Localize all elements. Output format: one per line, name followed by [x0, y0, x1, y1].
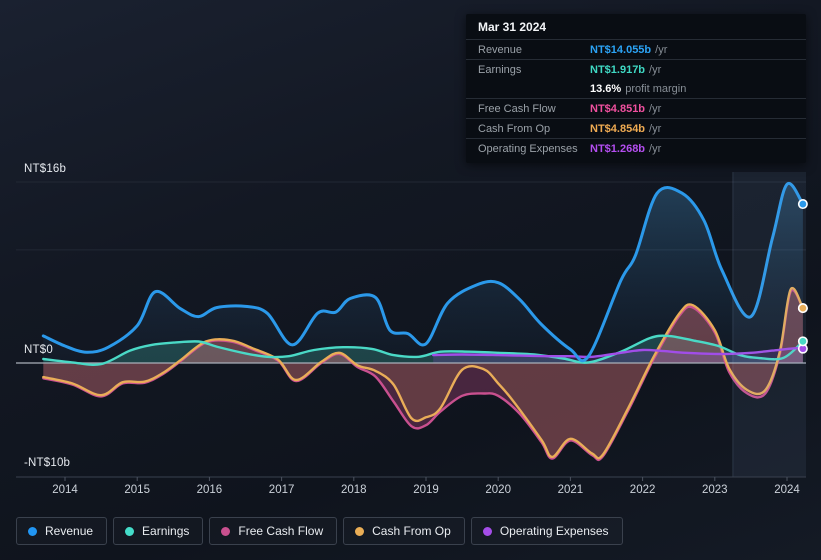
- tooltip-suffix: /yr: [655, 43, 668, 56]
- tooltip-row-earnings: Earnings NT$1.917b /yr: [466, 59, 806, 79]
- tooltip-suffix: /yr: [649, 122, 662, 135]
- tooltip-value: NT$1.917b: [590, 63, 646, 76]
- y-axis-label-min: -NT$10b: [24, 457, 71, 470]
- x-tick-label: 2020: [485, 484, 511, 496]
- legend-item-earnings[interactable]: Earnings: [113, 517, 204, 545]
- tooltip-date: Mar 31 2024: [478, 20, 547, 34]
- tooltip-value: NT$4.854b: [590, 122, 646, 135]
- tooltip-row-profit-margin: 13.6% profit margin: [466, 79, 806, 98]
- x-tick-label: 2019: [413, 484, 439, 496]
- free-cash-flow-dot-icon: [221, 526, 231, 536]
- tooltip-row-revenue: Revenue NT$14.055b /yr: [466, 39, 806, 59]
- tooltip-value: NT$1.268b: [590, 142, 646, 155]
- legend-item-free-cash-flow[interactable]: Free Cash Flow: [209, 517, 338, 545]
- tooltip-label: Cash From Op: [478, 122, 551, 135]
- tooltip-value: 13.6%: [590, 82, 622, 95]
- legend-item-operating-expenses[interactable]: Operating Expenses: [470, 517, 623, 545]
- tooltip: Mar 31 2024 Revenue NT$14.055b /yr Earni…: [466, 14, 806, 163]
- legend-label: Free Cash Flow: [238, 524, 324, 538]
- tooltip-suffix: /yr: [649, 63, 662, 76]
- tooltip-row-operating-expenses: Operating Expenses NT$1.268b /yr: [466, 138, 806, 158]
- earnings-dot-icon: [125, 526, 135, 536]
- x-tick-label: 2015: [124, 484, 150, 496]
- tooltip-label: Free Cash Flow: [478, 102, 556, 115]
- x-tick-label: 2018: [341, 484, 367, 496]
- x-tick-label: 2017: [268, 484, 295, 496]
- legend-label: Cash From Op: [372, 524, 451, 538]
- tooltip-label: Operating Expenses: [478, 142, 578, 155]
- operating-expenses-dot-icon: [482, 526, 492, 536]
- legend: Revenue Earnings Free Cash Flow Cash Fro…: [16, 517, 623, 545]
- tooltip-value: NT$4.851b: [590, 102, 646, 115]
- x-tick-label: 2021: [557, 484, 584, 496]
- tooltip-suffix: profit margin: [625, 82, 687, 95]
- x-tick-label: 2016: [196, 484, 223, 496]
- legend-label: Earnings: [142, 524, 190, 538]
- legend-label: Revenue: [45, 524, 94, 538]
- x-tick-label: 2024: [774, 484, 800, 496]
- tooltip-label: Revenue: [478, 43, 523, 56]
- revenue-dot-icon: [28, 526, 37, 536]
- y-axis-label-max: NT$16b: [24, 163, 67, 176]
- legend-item-revenue[interactable]: Revenue: [16, 517, 108, 545]
- x-tick-label: 2014: [52, 484, 78, 496]
- legend-item-cash-from-op[interactable]: Cash From Op: [343, 517, 465, 545]
- x-tick-label: 2022: [629, 484, 656, 496]
- tooltip-value: NT$14.055b: [590, 43, 652, 56]
- tooltip-bottom-pad: [466, 158, 806, 163]
- legend-label: Operating Expenses: [499, 524, 609, 538]
- cash-from-op-dot-icon: [355, 526, 365, 536]
- tooltip-suffix: /yr: [649, 102, 662, 115]
- tooltip-label: Earnings: [478, 63, 522, 76]
- tooltip-row-free-cash-flow: Free Cash Flow NT$4.851b /yr: [466, 98, 806, 118]
- y-axis-label-zero: NT$0: [24, 344, 53, 356]
- tooltip-suffix: /yr: [649, 142, 662, 155]
- x-tick-label: 2023: [702, 484, 728, 496]
- tooltip-row-cash-from-op: Cash From Op NT$4.854b /yr: [466, 118, 806, 138]
